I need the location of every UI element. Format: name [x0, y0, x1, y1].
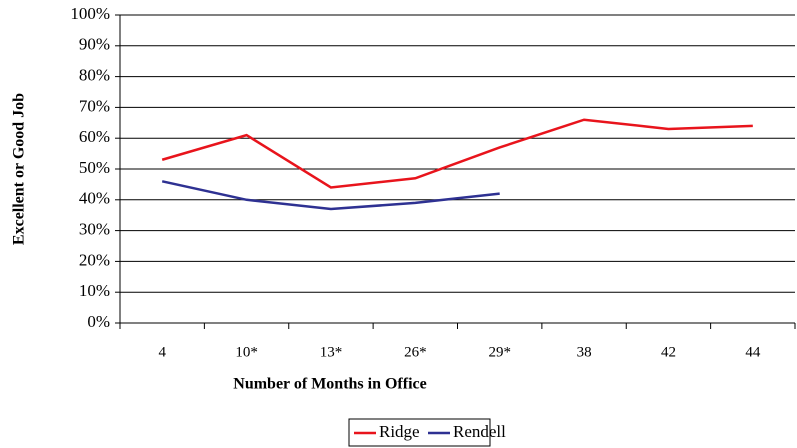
y-tick-label: 30% [79, 220, 110, 239]
x-tick-label: 26* [404, 344, 427, 360]
legend-label: Rendell [453, 422, 506, 441]
y-tick-label: 10% [79, 281, 110, 300]
y-tick-label: 80% [79, 66, 110, 85]
y-tick-label: 20% [79, 250, 110, 269]
y-tick-label: 50% [79, 158, 110, 177]
x-tick-label: 10* [235, 344, 258, 360]
y-tick-label: 0% [87, 312, 110, 331]
y-tick-label: 90% [79, 35, 110, 54]
x-tick-label: 44 [745, 344, 761, 360]
y-tick-label: 60% [79, 127, 110, 146]
series-line [161, 180, 500, 211]
y-tick-label: 40% [79, 189, 110, 208]
x-tick-label: 13* [320, 344, 343, 360]
x-tick-label: 38 [577, 344, 592, 360]
y-tick-label: 70% [79, 96, 110, 115]
x-tick-label: 42 [661, 344, 676, 360]
x-tick-label: 29* [488, 344, 511, 360]
legend-label: Ridge [379, 422, 420, 441]
x-tick-label: 4 [158, 344, 166, 360]
x-axis-label: Number of Months in Office [233, 376, 426, 393]
y-axis-label: Excellent or Good Job [11, 93, 28, 245]
legend-box [348, 418, 491, 447]
y-tick-label: 100% [70, 4, 110, 23]
series-line [161, 118, 753, 189]
